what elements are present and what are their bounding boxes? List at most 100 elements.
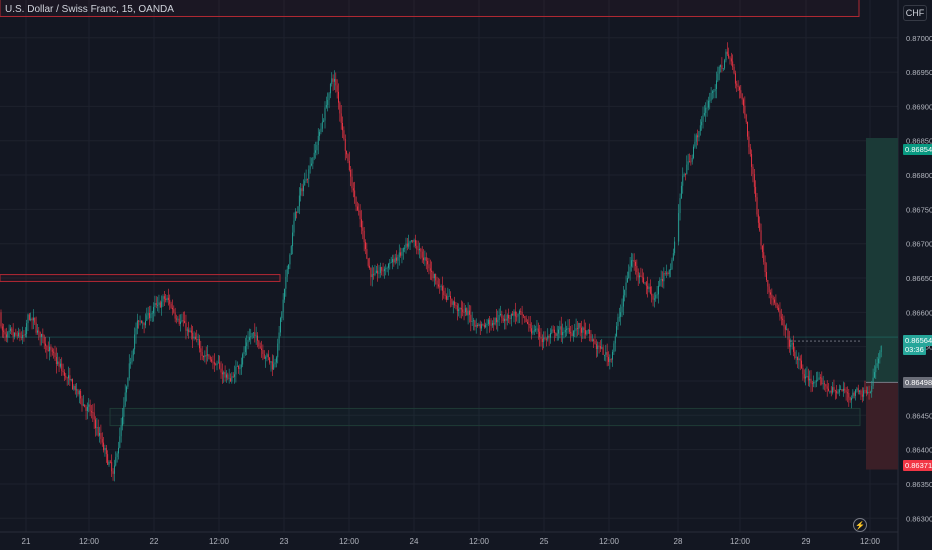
zone-supply <box>0 274 281 282</box>
candle-body <box>776 306 778 308</box>
candle-body <box>253 332 254 334</box>
candle-body <box>227 374 229 379</box>
candle-body <box>236 365 238 367</box>
candle-body <box>251 332 253 337</box>
currency-button[interactable]: CHF <box>903 5 927 21</box>
candle-body <box>282 299 284 313</box>
candle-body <box>863 390 865 397</box>
candle-body <box>30 318 32 320</box>
candle-body <box>602 347 604 355</box>
candle-body <box>599 346 601 349</box>
position-loss-zone <box>866 382 898 470</box>
candle-body <box>68 375 69 379</box>
candle-body <box>878 358 879 364</box>
candle-body <box>321 121 323 129</box>
candle-body <box>460 308 462 310</box>
candle-body <box>710 92 712 101</box>
candle-body <box>871 385 873 392</box>
candle-body <box>869 391 871 393</box>
candle-body <box>563 332 565 333</box>
candle-body <box>228 378 230 380</box>
candle-body <box>151 313 153 315</box>
candle-body <box>346 150 348 155</box>
candle-body <box>57 361 59 364</box>
candle-body <box>243 351 245 355</box>
candle-body <box>493 323 495 325</box>
candle-body <box>562 332 564 336</box>
candle-body <box>354 190 356 197</box>
candle-body <box>86 406 88 412</box>
candle-body <box>20 337 22 339</box>
candle-body <box>244 346 246 352</box>
candle-body <box>606 352 608 358</box>
candle-body <box>447 296 449 300</box>
candle-body <box>428 264 430 269</box>
candle-body <box>631 260 632 267</box>
candle-body <box>131 355 133 363</box>
candle-body <box>585 330 586 335</box>
candle-body <box>756 197 758 215</box>
candle-body <box>483 324 485 328</box>
candle-body <box>259 346 261 349</box>
candle-body <box>339 102 341 114</box>
y-tick-label: 0.86950 <box>906 68 932 77</box>
candle-body <box>520 311 522 312</box>
candle-body <box>347 154 349 161</box>
candle-body <box>435 273 437 281</box>
candle-body <box>167 297 169 301</box>
candle-body <box>779 310 781 317</box>
candle-body <box>123 405 125 417</box>
candle-body <box>864 390 866 392</box>
candle-body <box>205 355 207 357</box>
entry-price-label: 0.86498 <box>903 377 932 388</box>
candle-body <box>780 316 782 319</box>
candle-body <box>517 313 519 317</box>
candle-body <box>554 329 555 333</box>
candle-body <box>107 454 109 465</box>
candle-body <box>53 351 55 353</box>
candle-body <box>443 290 445 296</box>
candle-body <box>166 297 168 301</box>
candle-body <box>578 322 580 329</box>
candle-body <box>802 368 804 375</box>
candle-body <box>203 356 204 358</box>
candle-body <box>539 331 541 338</box>
candle-body <box>859 390 861 392</box>
candle-body <box>277 343 279 358</box>
candle-body <box>847 392 848 394</box>
candle-body <box>509 318 511 320</box>
candle-body <box>342 122 343 131</box>
candle-body <box>111 462 113 472</box>
candle-body <box>759 222 761 231</box>
candle-body <box>280 318 281 333</box>
candle-body <box>199 339 200 349</box>
candle-body <box>207 354 208 356</box>
candle-body <box>134 334 136 350</box>
candle-body <box>633 260 635 262</box>
candle-body <box>359 210 361 220</box>
candle-body <box>845 390 847 393</box>
candle-body <box>836 390 838 394</box>
candle-body <box>489 319 491 325</box>
candle-body <box>169 300 171 304</box>
candle-body <box>574 330 576 332</box>
candle-body <box>7 332 9 338</box>
candle-body <box>331 78 333 84</box>
candle-body <box>757 214 759 223</box>
candle-body <box>523 315 524 317</box>
y-tick-label: 0.86750 <box>906 205 932 214</box>
lightning-icon[interactable]: ⚡ <box>853 518 867 532</box>
candle-body <box>208 354 210 357</box>
candle-body <box>70 379 72 381</box>
candle-body <box>84 404 86 408</box>
candle-body <box>421 251 423 258</box>
candle-body <box>324 107 326 121</box>
candle-body <box>405 243 407 248</box>
candle-body <box>550 333 551 338</box>
candle-body <box>494 317 496 325</box>
candle-body <box>192 332 194 339</box>
candle-body <box>309 165 311 170</box>
candle-body <box>41 333 42 337</box>
candle-body <box>130 362 132 364</box>
